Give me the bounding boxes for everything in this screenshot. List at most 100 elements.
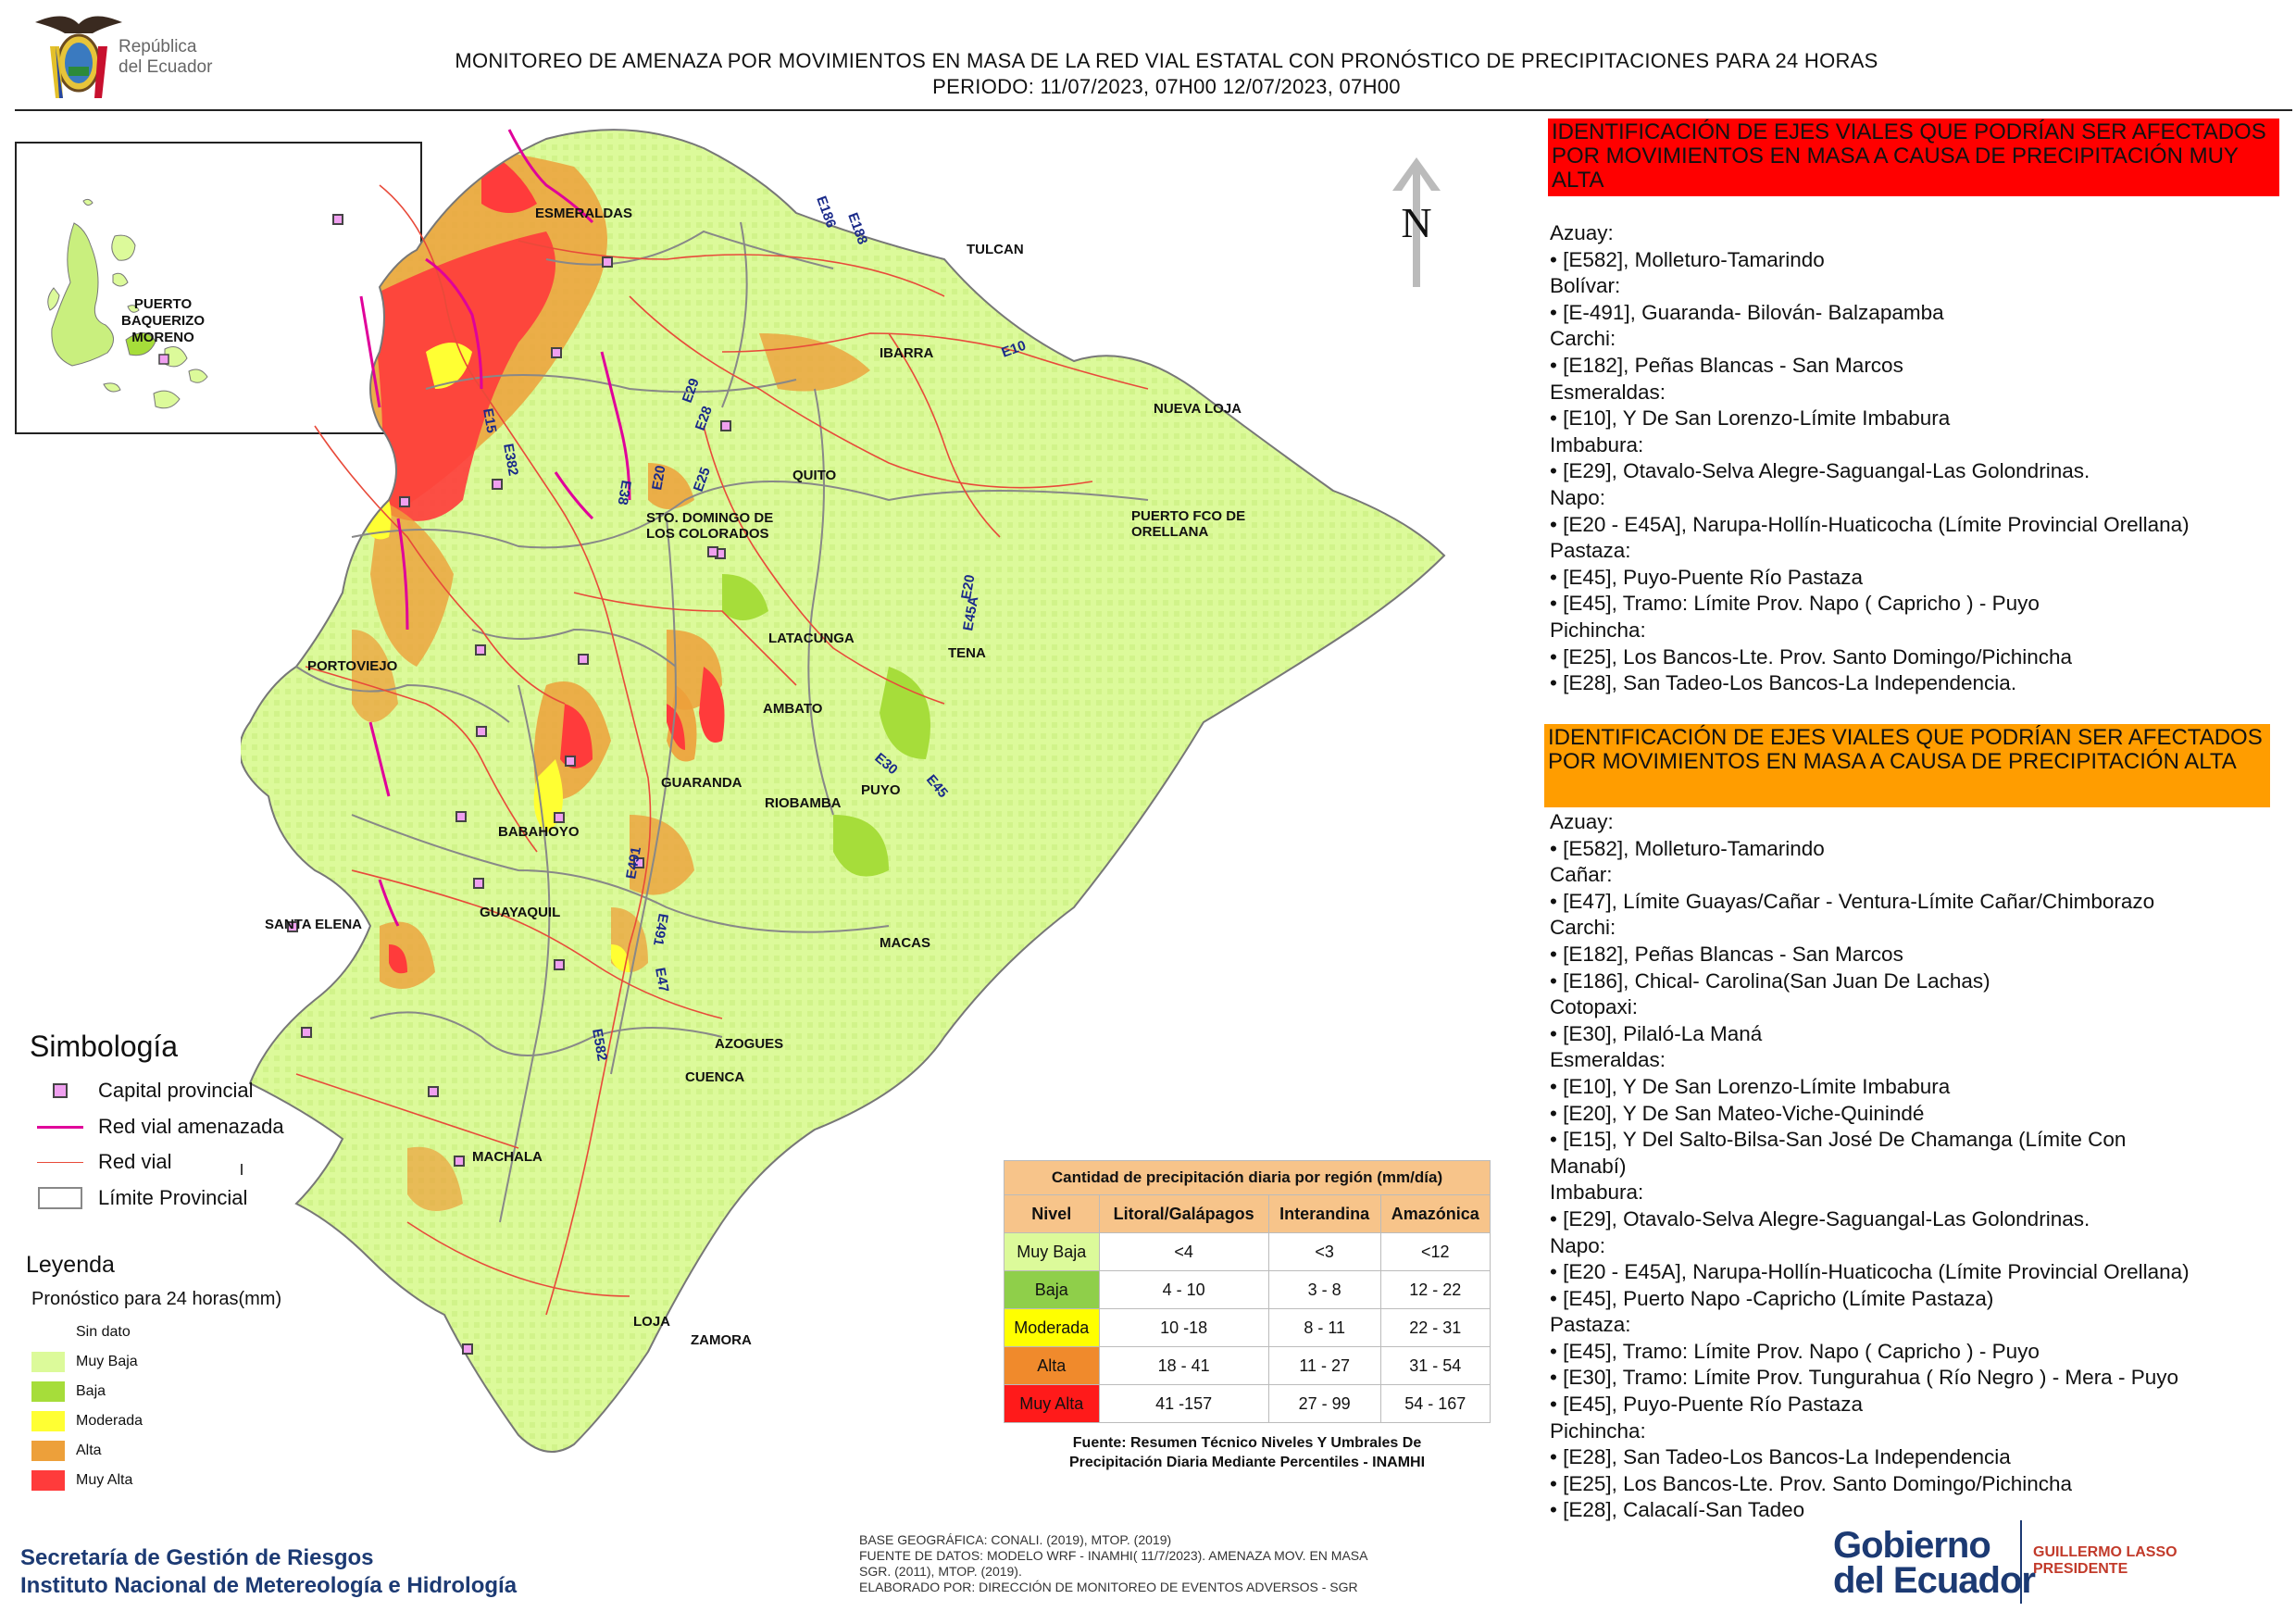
place-label-machala: MACHALA xyxy=(472,1149,543,1165)
capital-marker-icon xyxy=(707,546,718,557)
road-list-item: • [E-491], Guaranda- Bilován- Balzapamba xyxy=(1550,300,1944,324)
simbologia-title: Simbología xyxy=(30,1030,179,1063)
road-label-e382: E382 xyxy=(500,443,521,477)
leyenda-label: Alta xyxy=(76,1443,102,1458)
threatened-road-line-icon xyxy=(37,1125,83,1129)
north-arrow: N xyxy=(1389,157,1444,292)
leyenda-label: Baja xyxy=(76,1383,106,1399)
credit-line: BASE GEOGRÁFICA: CONALI. (2019), MTOP. (… xyxy=(859,1532,1172,1547)
road-list-item: Cañar: xyxy=(1550,863,1613,887)
road-list-item: • [E28], San Tadeo-Los Bancos-La Indepen… xyxy=(1550,1445,2011,1469)
capital-marker-icon xyxy=(473,878,484,889)
place-label-los-colorados: LOS COLORADOS xyxy=(646,526,769,542)
table-cell: 3 - 8 xyxy=(1267,1270,1381,1309)
coat-of-arms-icon xyxy=(35,16,122,98)
credit-line: SGR. (2011), MTOP. (2019). xyxy=(859,1564,1022,1579)
road-list-item: Pastaza: xyxy=(1550,1313,1631,1337)
credit-line: ELABORADO POR: DIRECCIÓN DE MONITOREO DE… xyxy=(859,1580,1358,1594)
table-row: Muy Alta 41 -157 27 - 99 54 - 167 xyxy=(1004,1384,1491,1423)
place-label-zamora: ZAMORA xyxy=(691,1332,752,1348)
capital-marker-icon xyxy=(241,1164,243,1175)
capital-marker-icon xyxy=(332,214,343,225)
table-row: Muy Baja <4 <3 <12 xyxy=(1004,1232,1491,1271)
capital-marker-icon xyxy=(454,1156,465,1167)
swatch-baja xyxy=(31,1381,65,1402)
capital-marker-icon xyxy=(158,354,169,365)
table-cell: 41 -157 xyxy=(1098,1384,1269,1423)
capital-marker-icon xyxy=(602,256,613,268)
place-label-guaranda: GUARANDA xyxy=(661,775,742,791)
road-list-item: Bolívar: xyxy=(1550,274,1621,298)
swatch-alta xyxy=(31,1441,65,1461)
legend-red-vial-amenazada: Red vial amenazada xyxy=(37,1111,284,1143)
road-list-item: Azuay: xyxy=(1550,810,1614,833)
galapagos-inset-map: PUERTO BAQUERIZO MORENO xyxy=(15,142,422,434)
leyenda-label: Muy Baja xyxy=(76,1354,138,1369)
table-cell-level: Baja xyxy=(1004,1270,1100,1309)
table-cell: 11 - 27 xyxy=(1267,1346,1381,1385)
capital-marker-icon xyxy=(475,644,486,656)
road-label-e38: E38 xyxy=(614,479,633,506)
place-label-azogues: AZOGUES xyxy=(715,1036,783,1052)
capital-marker-icon xyxy=(492,479,503,490)
table-caption: Cantidad de precipitación diaria por reg… xyxy=(1004,1160,1491,1195)
galapagos-islands-svg: PUERTO BAQUERIZO MORENO xyxy=(47,198,208,409)
road-list-item: Imbabura: xyxy=(1550,432,1644,456)
road-list-item: Imbabura: xyxy=(1550,1181,1644,1205)
agency-sgr: Secretaría de Gestión de Riesgos xyxy=(20,1545,374,1570)
road-list-item: • [E45], Puyo-Puente Río Pastaza xyxy=(1550,565,1864,589)
place-label-tulcan: TULCAN xyxy=(967,242,1024,257)
table-cell: <4 xyxy=(1098,1232,1269,1271)
table-cell: 31 - 54 xyxy=(1379,1346,1491,1385)
road-list-item: • [E20], Y De San Mateo-Viche-Quinindé xyxy=(1550,1101,1925,1125)
president-name: GUILLERMO LASSO xyxy=(2033,1544,2177,1560)
table-row: Alta 18 - 41 11 - 27 31 - 54 xyxy=(1004,1346,1491,1385)
capital-marker-icon xyxy=(720,420,731,431)
road-list-item: • [E582], Molleturo-Tamarindo xyxy=(1550,836,1825,860)
leyenda-alta: Alta xyxy=(31,1439,102,1463)
table-cell-level: Muy Baja xyxy=(1004,1232,1100,1271)
road-list-item: • [E30], Tramo: Límite Prov. Tungurahua … xyxy=(1550,1366,2178,1390)
capital-marker-icon xyxy=(53,1083,68,1098)
road-label-e20-east: E20 xyxy=(958,573,978,600)
table-cell: 27 - 99 xyxy=(1267,1384,1381,1423)
table-cell: 18 - 41 xyxy=(1098,1346,1269,1385)
place-label-tena: TENA xyxy=(948,645,986,661)
capital-marker-icon xyxy=(428,1086,439,1097)
footer-agencies: Secretaría de Gestión de Riesgos Institu… xyxy=(20,1544,517,1600)
capital-marker-icon xyxy=(476,726,487,737)
capital-marker-icon xyxy=(399,496,410,507)
capital-markers-layer xyxy=(241,214,731,1355)
table-cell: 22 - 31 xyxy=(1379,1308,1491,1347)
swatch-moderada xyxy=(31,1411,65,1431)
road-list-item: • [E45], Tramo: Límite Prov. Napo ( Capr… xyxy=(1550,592,2040,616)
place-label-macas: MACAS xyxy=(880,935,930,951)
legend-label: Capital provincial xyxy=(98,1079,254,1102)
leyenda-muy-baja: Muy Baja xyxy=(31,1350,138,1374)
logo-text-line-2: del Ecuador xyxy=(119,57,213,77)
place-label-santa-elena: SANTA ELENA xyxy=(265,917,362,932)
road-label-e582: E582 xyxy=(589,1028,610,1062)
capital-marker-icon xyxy=(633,857,644,868)
table-cell: <12 xyxy=(1379,1232,1491,1271)
place-label-latacunga: LATACUNGA xyxy=(768,631,855,646)
swatch-muy-baja xyxy=(31,1352,65,1372)
place-label-portoviejo: PORTOVIEJO xyxy=(307,658,398,674)
road-label-e491-b: E491 xyxy=(650,912,671,946)
road-list-item: • [E182], Peñas Blancas - San Marcos xyxy=(1550,353,1903,377)
place-label-quito: QUITO xyxy=(792,468,837,483)
leyenda-label: Moderada xyxy=(76,1413,144,1429)
place-label-orellana: ORELLANA xyxy=(1131,524,1208,540)
inset-label-moreno: MORENO xyxy=(131,330,194,345)
road-list-item: Napo: xyxy=(1550,485,1606,509)
road-label-e45a: E45A xyxy=(960,595,981,632)
road-label-e15: E15 xyxy=(480,407,499,434)
inset-label-puerto: PUERTO xyxy=(134,296,193,312)
capital-marker-icon xyxy=(578,654,589,665)
leyenda-label: Muy Alta xyxy=(76,1472,133,1488)
header-divider xyxy=(15,109,2292,111)
capital-marker-icon xyxy=(551,347,562,358)
legend-capital-provincial: Capital provincial xyxy=(37,1075,254,1106)
president-name-block: GUILLERMO LASSO PRESIDENTE xyxy=(2033,1544,2177,1578)
panel-muy-alta-heading: IDENTIFICACIÓN DE EJES VIALES QUE PODRÍA… xyxy=(1548,119,2279,196)
